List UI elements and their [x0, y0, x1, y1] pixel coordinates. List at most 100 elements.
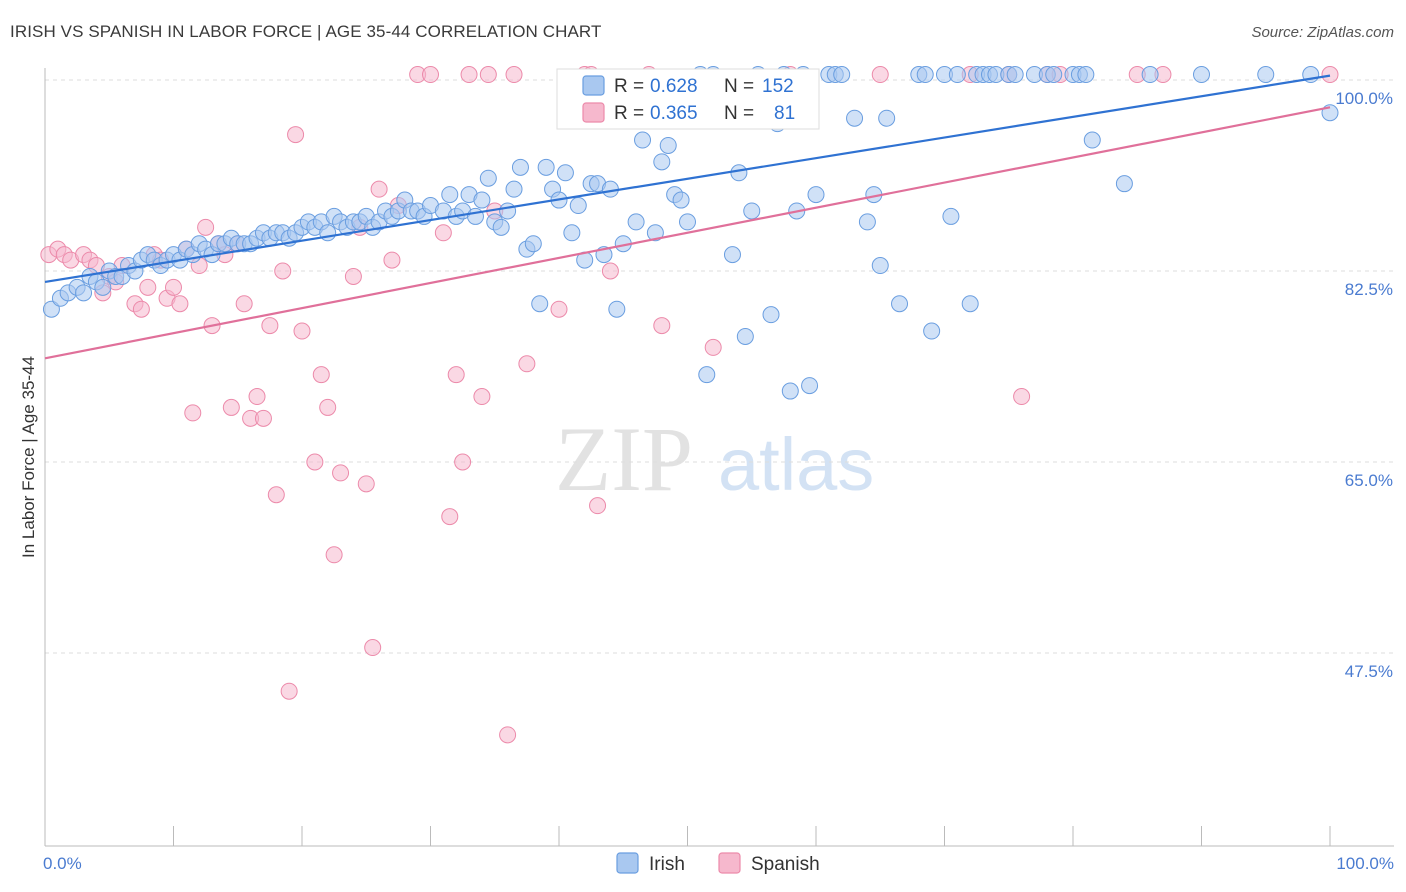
spanish-trend-line	[44, 106, 1331, 360]
irish-point	[723, 246, 741, 264]
irish-point	[1006, 66, 1024, 84]
watermark-atlas: atlas	[718, 423, 874, 506]
legend-irish-n-label: N =	[724, 76, 754, 97]
irish-point	[608, 300, 626, 318]
irish-point	[537, 158, 555, 176]
spanish-point	[589, 497, 607, 515]
spanish-point	[653, 317, 671, 335]
series-legend: Irish Spanish	[616, 852, 820, 875]
spanish-point	[344, 267, 362, 285]
irish-point	[878, 109, 896, 127]
irish-point	[499, 202, 517, 220]
legend-irish-r-value: 0.628	[650, 76, 698, 97]
spanish-point	[1013, 388, 1031, 406]
spanish-point	[871, 66, 889, 84]
spanish-point	[319, 398, 337, 416]
legend-irish-swatch	[582, 75, 605, 96]
y-tick-label: 100.0%	[1335, 89, 1393, 108]
irish-point	[441, 186, 459, 204]
irish-point	[891, 295, 909, 313]
irish-point	[1045, 66, 1063, 84]
spanish-point	[364, 639, 382, 657]
spanish-points	[40, 66, 1339, 744]
irish-point	[556, 164, 574, 182]
irish-point	[807, 186, 825, 204]
watermark-zip: ZIP	[555, 408, 693, 510]
bottom-legend-spanish-swatch	[718, 852, 741, 874]
irish-point	[524, 235, 542, 253]
spanish-point	[447, 366, 465, 384]
x-tick-label-min: 0.0%	[43, 854, 82, 873]
spanish-point	[171, 295, 189, 313]
spanish-point	[325, 546, 343, 564]
irish-point	[659, 136, 677, 154]
spanish-point	[370, 180, 388, 198]
irish-point	[634, 131, 652, 149]
irish-point	[801, 377, 819, 395]
spanish-point	[422, 66, 439, 84]
spanish-point	[383, 251, 401, 269]
irish-point	[672, 191, 690, 209]
spanish-point	[332, 464, 350, 482]
irish-point	[505, 180, 523, 198]
irish-point	[961, 295, 979, 313]
axes	[44, 68, 1394, 847]
irish-point	[653, 153, 671, 171]
spanish-point	[261, 317, 279, 335]
x-tick-label-max: 100.0%	[1336, 854, 1394, 873]
spanish-point	[499, 726, 517, 744]
irish-point	[948, 66, 966, 84]
legend-spanish-r-label: R =	[614, 103, 644, 124]
spanish-point	[293, 322, 311, 340]
irish-point	[75, 284, 93, 302]
irish-point	[569, 197, 587, 215]
spanish-point	[312, 366, 330, 384]
irish-point	[1141, 66, 1159, 84]
irish-point	[858, 213, 876, 231]
spanish-point	[550, 300, 568, 318]
spanish-point	[454, 453, 472, 471]
y-tick-labels: 47.5% 65.0% 82.5% 100.0%	[1335, 89, 1393, 681]
irish-point	[646, 224, 664, 242]
irish-point	[531, 295, 549, 313]
irish-point	[736, 327, 754, 345]
irish-points	[42, 66, 1339, 400]
y-tick-label: 82.5%	[1345, 280, 1393, 299]
legend-spanish-n-value: 81	[774, 103, 795, 124]
irish-point	[833, 66, 851, 84]
irish-point	[1115, 175, 1133, 193]
bottom-legend-spanish-label: Spanish	[751, 854, 820, 875]
legend-irish-n-value: 152	[762, 76, 794, 97]
bottom-legend-irish-swatch	[616, 852, 639, 874]
irish-point	[846, 109, 864, 127]
spanish-point	[280, 682, 298, 700]
irish-point	[627, 213, 645, 231]
source-credit: Source: ZipAtlas.com	[1251, 24, 1394, 41]
gridlines	[45, 79, 1394, 654]
spanish-point	[267, 486, 285, 504]
spanish-point	[441, 508, 459, 526]
irish-point	[923, 322, 941, 340]
spanish-point	[222, 398, 240, 416]
irish-point	[1083, 131, 1101, 149]
spanish-point	[306, 453, 324, 471]
spanish-point	[274, 262, 292, 280]
spanish-point	[357, 475, 375, 493]
spanish-point	[139, 278, 157, 296]
spanish-point	[479, 66, 497, 84]
irish-point	[511, 158, 529, 176]
irish-point	[698, 366, 716, 384]
irish-point	[473, 191, 491, 209]
y-tick-label: 65.0%	[1345, 471, 1393, 490]
spanish-point	[254, 409, 272, 427]
irish-point	[762, 306, 780, 324]
y-axis-label: In Labor Force | Age 35-44	[19, 356, 38, 558]
irish-point	[563, 224, 581, 242]
y-tick-label: 47.5%	[1345, 662, 1393, 681]
irish-point	[916, 66, 934, 84]
spanish-point	[184, 404, 202, 422]
spanish-point	[434, 224, 452, 242]
irish-point	[871, 257, 889, 275]
chart-title: IRISH VS SPANISH IN LABOR FORCE | AGE 35…	[10, 22, 602, 41]
